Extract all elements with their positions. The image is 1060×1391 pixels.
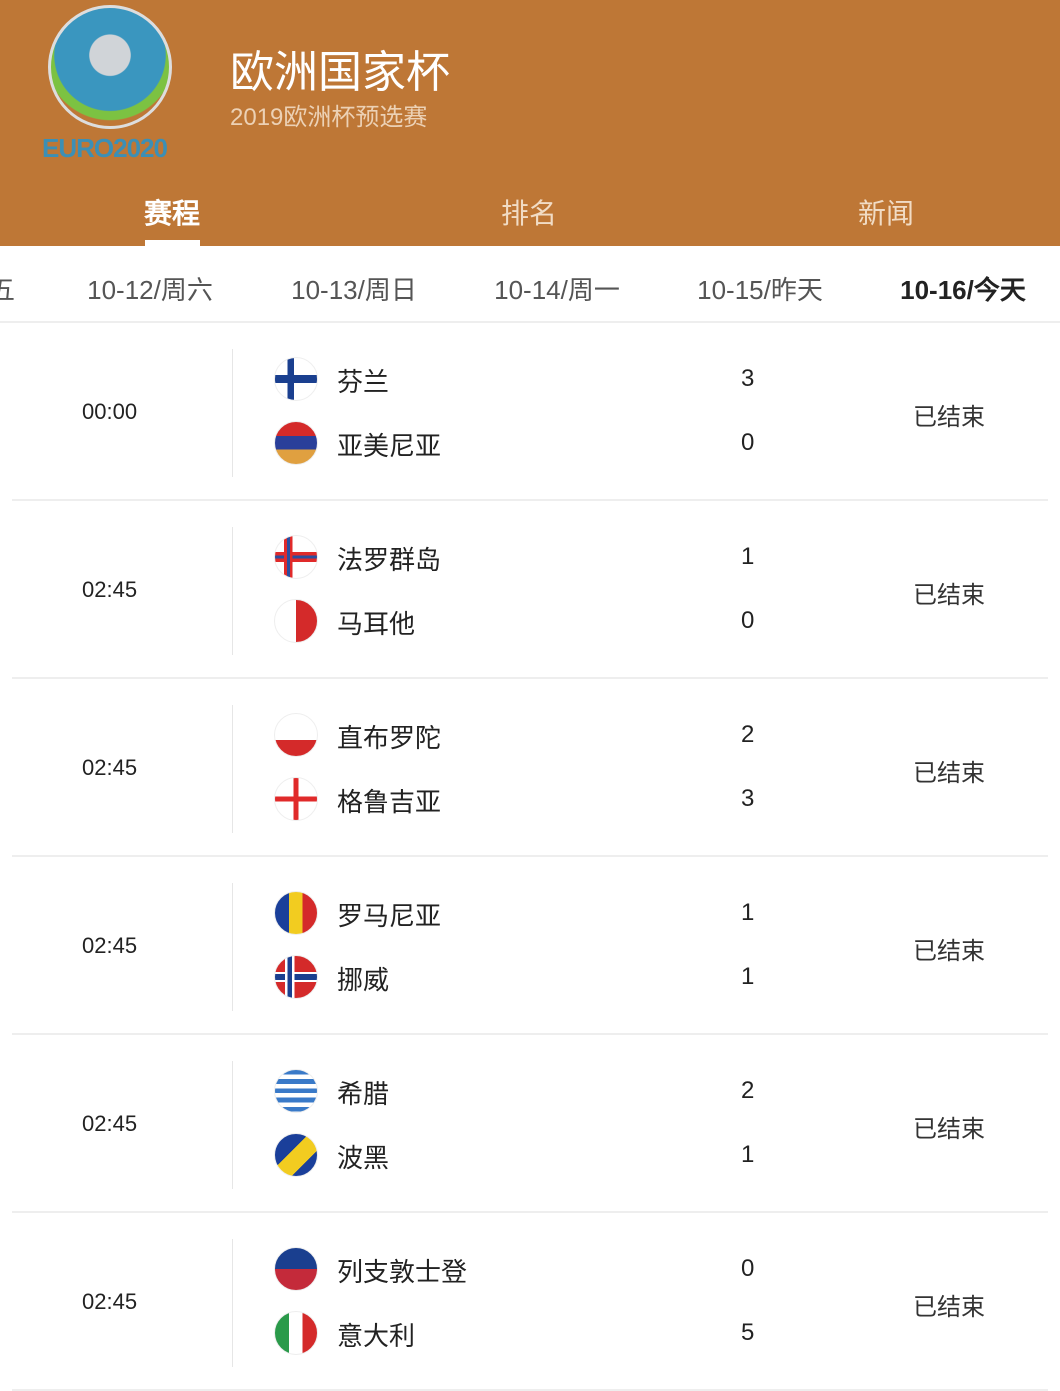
finland-flag-icon [274, 357, 318, 401]
home-score: 1 [741, 543, 755, 570]
away-score: 3 [741, 785, 755, 812]
romania-flag-icon [274, 891, 318, 935]
divider [232, 883, 233, 1011]
malta-flag-icon [274, 599, 318, 643]
away-team-name: 挪威 [337, 965, 390, 995]
home-team-name: 法罗群岛 [337, 545, 442, 575]
row-separator [12, 1033, 1048, 1035]
home-score: 2 [741, 1077, 755, 1104]
home-team-name: 直布罗陀 [337, 723, 442, 753]
home-score: 3 [741, 365, 755, 392]
italy-flag-icon [274, 1311, 318, 1355]
away-score: 1 [741, 963, 755, 990]
divider [232, 349, 233, 477]
header: EURO2020 欧洲国家杯 2019欧洲杯预选赛 赛程 排名 新闻 [0, 0, 1060, 246]
match-row[interactable]: 02:45 罗马尼亚 1 挪威 1 已结束 [0, 857, 1060, 1035]
away-score: 0 [741, 607, 755, 634]
match-row[interactable]: 02:45 希腊 2 波黑 1 已结束 [0, 1035, 1060, 1213]
georgia-flag-icon [274, 777, 318, 821]
match-row[interactable]: 02:45 法罗群岛 1 马耳他 0 已结束 [0, 501, 1060, 679]
match-status: 已结束 [913, 582, 985, 609]
divider [232, 705, 233, 833]
away-team-name: 格鲁吉亚 [337, 787, 442, 817]
page-title: 欧洲国家杯 [230, 48, 450, 97]
page-subtitle: 2019欧洲杯预选赛 [230, 104, 428, 131]
date-item-today[interactable]: 10-16/今天 [900, 275, 1026, 305]
match-row[interactable]: 02:45 列支敦士登 0 意大利 5 已结束 [0, 1213, 1060, 1391]
bosnia-flag-icon [274, 1133, 318, 1177]
away-score: 0 [741, 429, 755, 456]
tab-schedule[interactable]: 赛程 [143, 198, 201, 229]
tab-ranking[interactable]: 排名 [500, 198, 558, 229]
home-team-name: 罗马尼亚 [337, 901, 442, 931]
match-time: 02:45 [82, 1111, 138, 1136]
active-tab-indicator [145, 240, 200, 246]
home-score: 2 [741, 721, 755, 748]
row-separator [12, 677, 1048, 679]
row-separator [12, 499, 1048, 501]
divider [232, 1061, 233, 1189]
divider [232, 527, 233, 655]
match-row[interactable]: 00:00 芬兰 3 亚美尼亚 0 已结束 [0, 323, 1060, 501]
match-time: 00:00 [82, 399, 138, 424]
home-team-name: 芬兰 [337, 367, 390, 397]
match-time: 02:45 [82, 1289, 138, 1314]
away-team-name: 波黑 [337, 1143, 390, 1173]
match-time: 02:45 [82, 933, 138, 958]
away-score: 5 [741, 1319, 755, 1346]
euro2020-logo [48, 5, 172, 129]
match-row[interactable]: 02:45 直布罗陀 2 格鲁吉亚 3 已结束 [0, 679, 1060, 857]
armenia-flag-icon [274, 421, 318, 465]
match-status: 已结束 [913, 760, 985, 787]
home-score: 0 [741, 1255, 755, 1282]
away-team-name: 马耳他 [337, 609, 416, 639]
home-team-name: 列支敦士登 [337, 1257, 468, 1287]
date-item[interactable]: 五 [0, 275, 16, 305]
match-status: 已结束 [913, 1294, 985, 1321]
match-status: 已结束 [913, 404, 985, 431]
match-time: 02:45 [82, 755, 138, 780]
match-status: 已结束 [913, 1116, 985, 1143]
norway-flag-icon [274, 955, 318, 999]
date-item[interactable]: 10-12/周六 [87, 275, 213, 305]
date-selector: 五 10-12/周六 10-13/周日 10-14/周一 10-15/昨天 10… [0, 246, 1060, 323]
liechtenstein-flag-icon [274, 1247, 318, 1291]
date-item[interactable]: 10-15/昨天 [697, 275, 823, 305]
faroe-flag-icon [274, 535, 318, 579]
row-separator [12, 1211, 1048, 1213]
date-item[interactable]: 10-14/周一 [494, 275, 620, 305]
away-score: 1 [741, 1141, 755, 1168]
home-team-name: 希腊 [337, 1079, 390, 1109]
tab-news[interactable]: 新闻 [857, 198, 915, 229]
gibraltar-flag-icon [274, 713, 318, 757]
match-status: 已结束 [913, 938, 985, 965]
logo-text: EURO2020 [42, 133, 168, 163]
home-score: 1 [741, 899, 755, 926]
away-team-name: 意大利 [337, 1321, 416, 1351]
row-separator [12, 855, 1048, 857]
date-item[interactable]: 10-13/周日 [291, 275, 417, 305]
divider [232, 1239, 233, 1367]
greece-flag-icon [274, 1069, 318, 1113]
match-time: 02:45 [82, 577, 138, 602]
away-team-name: 亚美尼亚 [337, 431, 442, 461]
